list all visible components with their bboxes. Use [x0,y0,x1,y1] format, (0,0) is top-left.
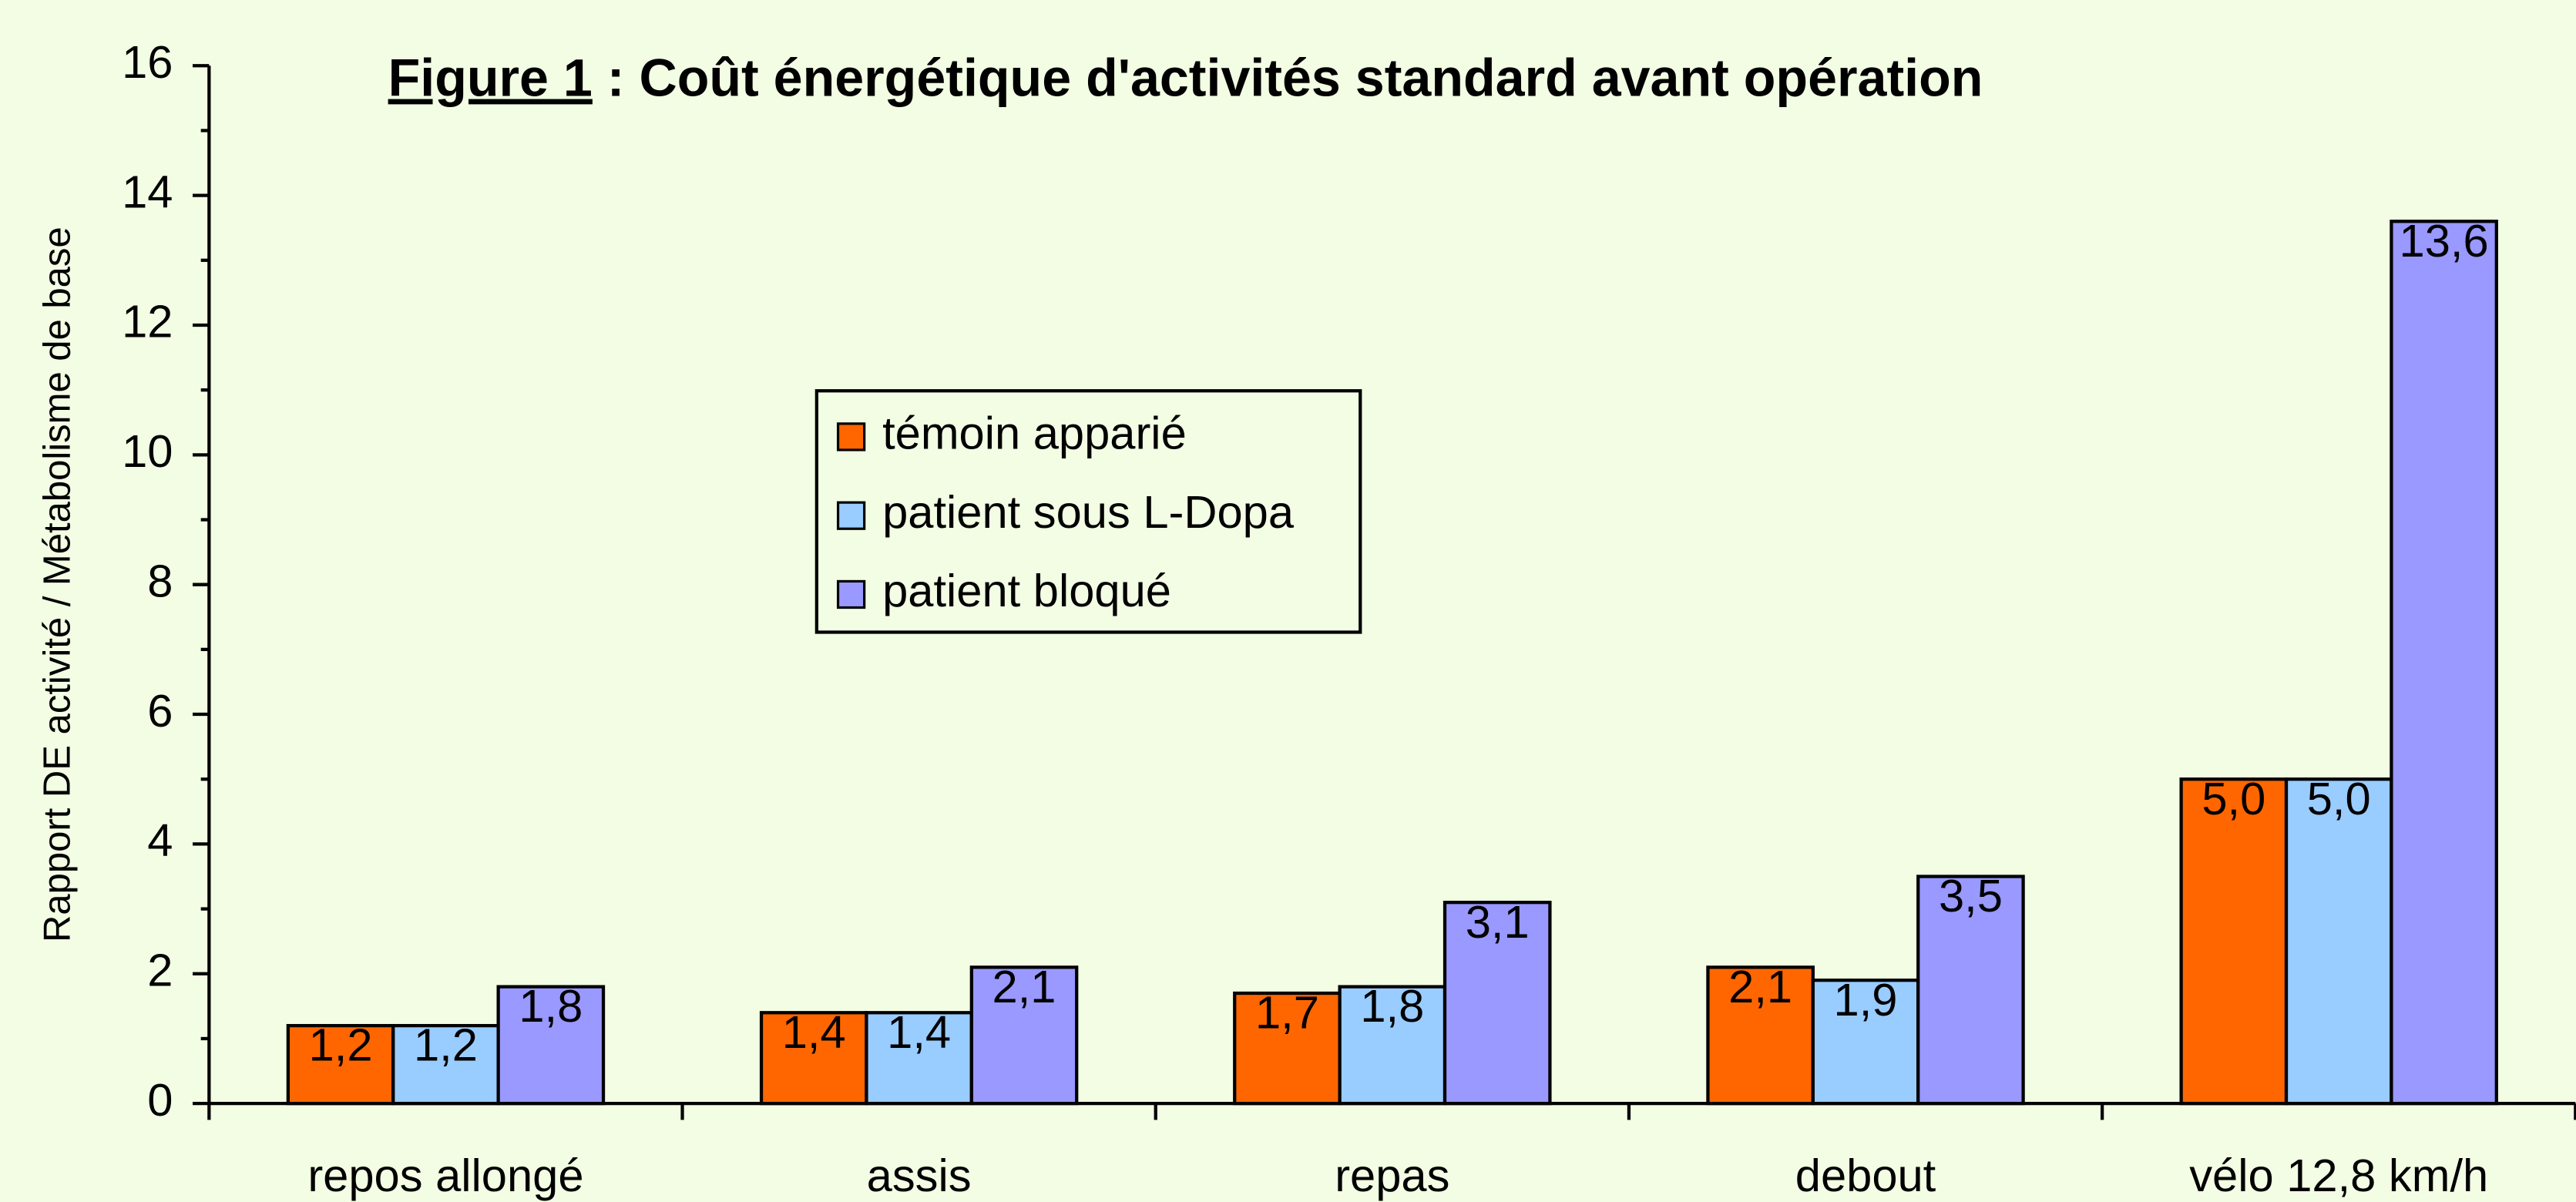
value-label: 1,8 [519,980,583,1032]
value-label: 1,8 [1360,980,1424,1032]
legend-label: témoin apparié [882,408,1187,459]
y-tick-label: 2 [147,945,173,996]
y-tick-label: 8 [147,555,173,606]
bar [2284,777,2393,1106]
legend-label: patient bloqué [882,565,1171,616]
value-label: 1,4 [887,1006,951,1058]
bar [2179,777,2289,1106]
bar [1811,979,1920,1106]
value-label: 13,6 [2400,215,2489,267]
legend-swatch [836,579,866,609]
value-label: 1,7 [1255,987,1319,1039]
x-tick-label: repas [1335,1150,1449,1201]
bar [865,1011,973,1106]
y-tick-label: 0 [147,1074,173,1126]
value-label: 3,5 [1939,870,2003,922]
value-label: 3,1 [1466,896,1530,948]
bar [1338,985,1447,1106]
bar [759,1011,868,1106]
value-label: 1,2 [309,1019,373,1071]
value-label: 1,4 [782,1006,846,1058]
x-tick-label: vélo 12,8 km/h [2189,1150,2488,1201]
bar [1916,875,2025,1106]
legend-swatch [836,501,866,530]
title-text: : Coût énergétique d'activités standard … [593,49,1983,108]
chart-title: Figure 1 : Coût énergétique d'activités … [388,49,1983,108]
title-figure: Figure 1 [388,49,593,108]
y-tick-label: 6 [147,685,173,737]
legend-swatch [836,422,866,452]
x-tick-label: repos allongé [307,1150,583,1201]
bar [496,985,606,1106]
y-tick-label: 4 [147,814,173,866]
value-label: 1,2 [414,1019,478,1071]
value-label: 5,0 [2307,773,2371,824]
value-label: 5,0 [2202,773,2265,824]
y-tick-label: 10 [122,425,173,477]
x-tick-label: assis [867,1150,972,1201]
x-tick-label: debout [1795,1150,1936,1201]
y-axis-label: Rapport DE activité / Métabolisme de bas… [36,227,78,942]
value-label: 2,1 [992,961,1056,1012]
value-label: 1,9 [1834,974,1898,1026]
legend-box [814,389,1362,634]
value-label: 2,1 [1728,961,1792,1012]
legend-label: patient sous L-Dopa [882,486,1295,538]
bar [2390,220,2498,1106]
y-tick-label: 14 [122,166,173,217]
y-tick-label: 16 [122,36,173,88]
y-tick-label: 12 [122,296,173,348]
